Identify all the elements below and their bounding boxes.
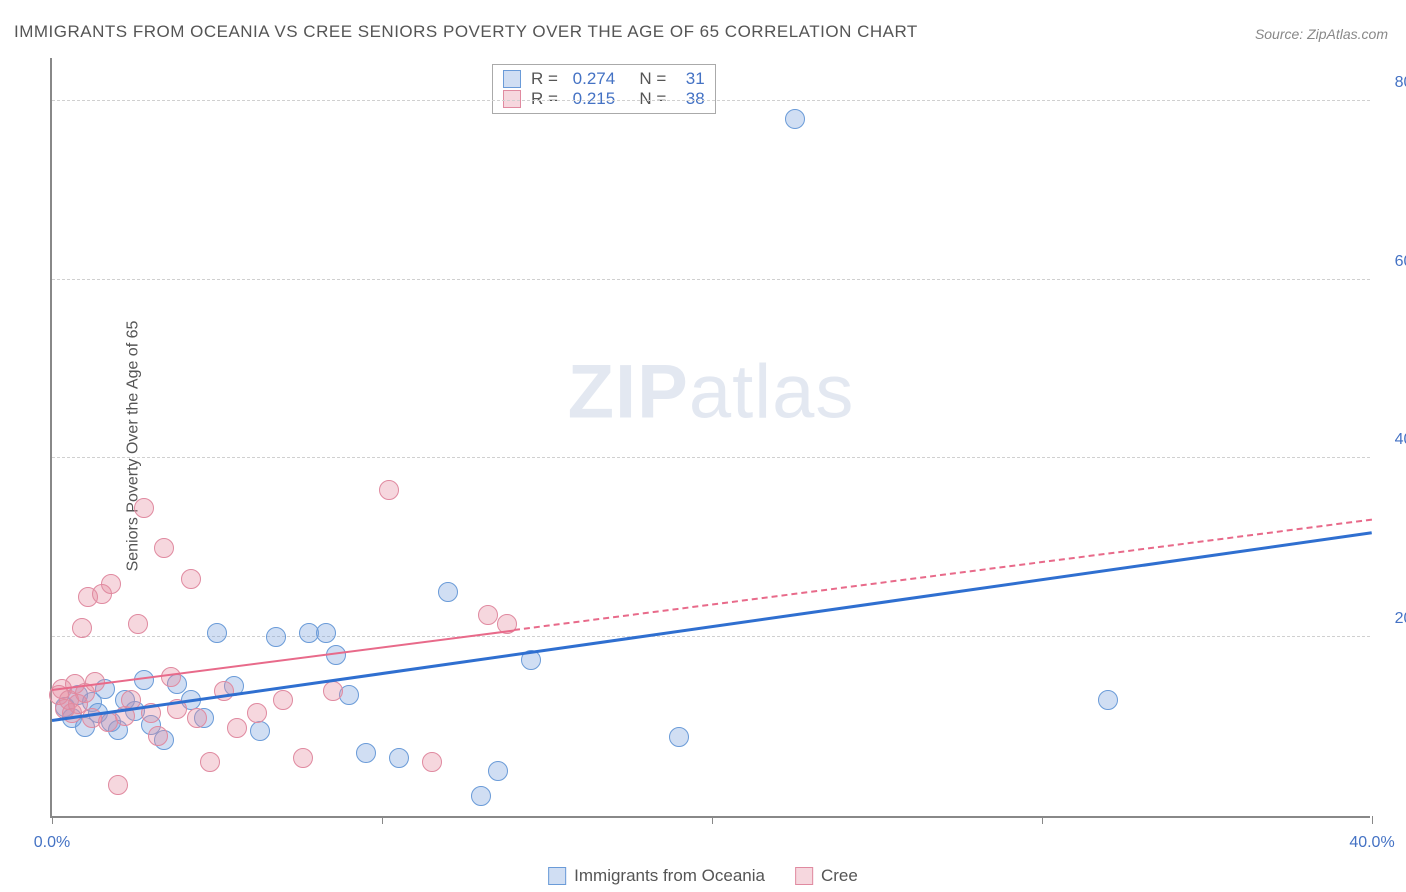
x-tick [52,816,53,824]
oceania-point [134,670,154,690]
x-tick [712,816,713,824]
oceania-point [356,743,376,763]
gridline [52,279,1370,280]
y-tick-label: 40.0% [1395,431,1406,449]
x-tick [382,816,383,824]
cree-point [181,569,201,589]
cree-point [101,574,121,594]
oceania-point [389,748,409,768]
legend-swatch [548,867,566,885]
legend-series-label: Cree [821,866,858,886]
oceania-point [438,582,458,602]
legend-row: R = 0.274 N = 31 [503,69,705,89]
series-legend: Immigrants from Oceania Cree [548,866,858,886]
cree-point [227,718,247,738]
legend-r-label: R = [531,69,563,89]
cree-point [478,605,498,625]
cree-point [273,690,293,710]
cree-point [379,480,399,500]
oceania-point [488,761,508,781]
legend-swatch [795,867,813,885]
x-tick [1042,816,1043,824]
cree-point [154,538,174,558]
watermark-text: ZIPatlas [568,348,855,435]
trend-line [52,531,1372,722]
legend-r-value: 0.274 [573,69,616,89]
cree-point [247,703,267,723]
cree-point [148,726,168,746]
oceania-point [1098,690,1118,710]
y-tick-label: 60.0% [1395,253,1406,271]
legend-swatch [503,70,521,88]
gridline [52,100,1370,101]
oceania-point [207,623,227,643]
gridline [52,457,1370,458]
legend-series-label: Immigrants from Oceania [574,866,765,886]
scatter-plot-area: ZIPatlas R = 0.274 N = 31R = 0.215 N = 3… [50,58,1370,818]
legend-item: Immigrants from Oceania [548,866,765,886]
cree-point [72,618,92,638]
x-tick-label: 0.0% [34,834,70,852]
oceania-point [471,786,491,806]
legend-item: Cree [795,866,858,886]
cree-point [128,614,148,634]
x-tick [1372,816,1373,824]
cree-point [108,775,128,795]
oceania-point [785,109,805,129]
legend-n-label: N = [625,69,676,89]
cree-point [187,708,207,728]
oceania-point [266,627,286,647]
x-tick-label: 40.0% [1349,834,1394,852]
cree-point [161,667,181,687]
cree-point [200,752,220,772]
oceania-point [250,721,270,741]
cree-point [323,681,343,701]
source-credit: Source: ZipAtlas.com [1255,26,1388,42]
y-tick-label: 80.0% [1395,74,1406,92]
oceania-point [669,727,689,747]
cree-point [134,498,154,518]
legend-n-value: 31 [686,69,705,89]
y-tick-label: 20.0% [1395,610,1406,628]
gridline [52,636,1370,637]
cree-point [422,752,442,772]
cree-point [293,748,313,768]
chart-title: IMMIGRANTS FROM OCEANIA VS CREE SENIORS … [14,22,918,42]
correlation-legend: R = 0.274 N = 31R = 0.215 N = 38 [492,64,716,114]
trend-line [514,519,1372,631]
oceania-point [316,623,336,643]
